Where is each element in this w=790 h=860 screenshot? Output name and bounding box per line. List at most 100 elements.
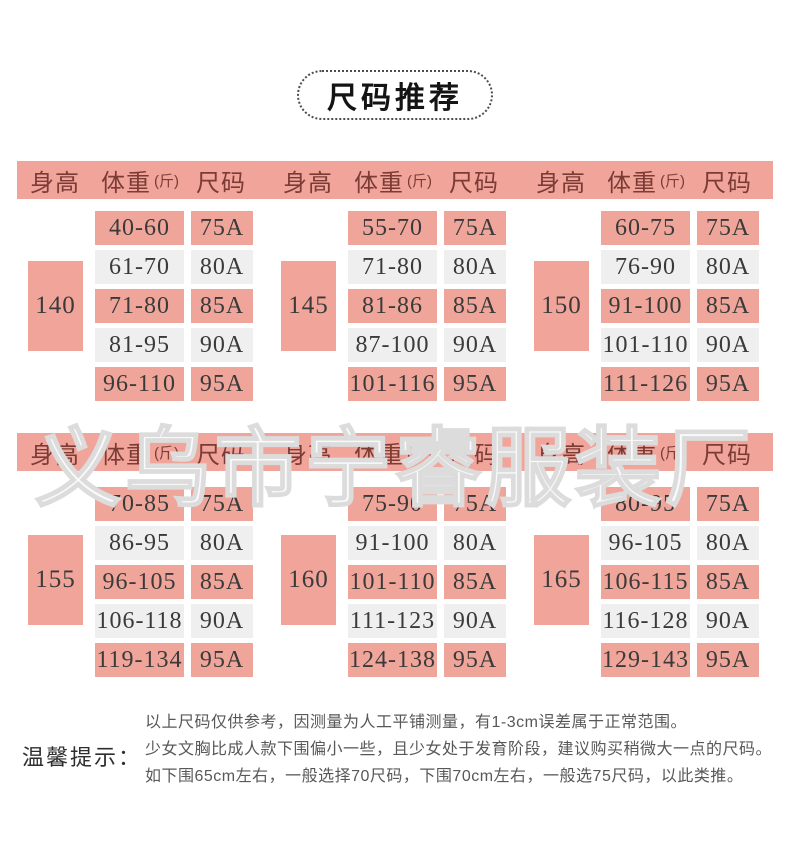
weight-range-cell: 81-95 bbox=[95, 328, 184, 362]
watermark-text: 义乌市宁睿服装厂 bbox=[34, 420, 755, 518]
weight-range-cell: 71-80 bbox=[95, 289, 184, 323]
weight-unit-label: (斤) bbox=[154, 172, 179, 190]
size-column-header: 尺码 bbox=[692, 433, 762, 471]
height-value-cell: 150 bbox=[534, 261, 589, 351]
height-column-header-label: 身高 bbox=[536, 169, 586, 197]
size-value-cell: 75A bbox=[444, 487, 506, 521]
weight-range-cell: 81-86 bbox=[348, 289, 437, 323]
weight-range-cell: 106-118 bbox=[95, 604, 184, 638]
size-column-header-label: 尺码 bbox=[196, 169, 246, 197]
size-value-cell: 95A bbox=[697, 643, 759, 677]
weight-range-cell: 111-123 bbox=[348, 604, 437, 638]
size-table-155: 身高 体重 (斤) 尺码 155 70-85 75A 86-95 80A 96-105 85A 106… bbox=[28, 433, 253, 679]
size-value-cell: 95A bbox=[697, 367, 759, 401]
height-column-header: 身高 bbox=[20, 161, 90, 199]
height-column-header-label: 身高 bbox=[536, 441, 586, 469]
weight-column-header: 体重 (斤) bbox=[88, 161, 192, 199]
weight-range-cell: 86-95 bbox=[95, 526, 184, 560]
size-value-cell: 80A bbox=[697, 250, 759, 284]
column-header-bar bbox=[17, 433, 773, 471]
tips-line-3: 如下围65cm左右，一般选择70尺码，下围70cm左右，一般选75尺码，以此类推… bbox=[145, 768, 744, 785]
weight-range-cell: 91-100 bbox=[601, 289, 690, 323]
height-column-header: 身高 bbox=[20, 433, 90, 471]
height-value-cell: 140 bbox=[28, 261, 83, 351]
height-value-cell: 160 bbox=[281, 535, 336, 625]
weight-range-cell: 119-134 bbox=[95, 643, 184, 677]
size-value-cell: 75A bbox=[444, 211, 506, 245]
weight-unit-label: (斤) bbox=[660, 444, 685, 462]
weight-unit-label: (斤) bbox=[154, 444, 179, 462]
height-column-header: 身高 bbox=[273, 161, 343, 199]
weight-range-cell: 96-105 bbox=[601, 526, 690, 560]
size-value-cell: 95A bbox=[191, 643, 253, 677]
title-pill: 尺码推荐 bbox=[297, 70, 493, 120]
size-value-cell: 85A bbox=[697, 565, 759, 599]
size-value-cell: 75A bbox=[697, 487, 759, 521]
size-value-cell: 80A bbox=[697, 526, 759, 560]
weight-range-cell: 75-90 bbox=[348, 487, 437, 521]
tips-label: 温馨提示： bbox=[22, 745, 143, 770]
weight-range-cell: 55-70 bbox=[348, 211, 437, 245]
height-column-header-label: 身高 bbox=[283, 441, 333, 469]
size-column-header: 尺码 bbox=[692, 161, 762, 199]
weight-range-cell: 101-110 bbox=[348, 565, 437, 599]
size-table-150: 身高 体重 (斤) 尺码 150 60-75 75A 76-90 80A 91-100 85A 101… bbox=[534, 161, 759, 407]
height-column-header: 身高 bbox=[526, 433, 596, 471]
height-value-cell: 165 bbox=[534, 535, 589, 625]
weight-column-header: 体重 (斤) bbox=[88, 433, 192, 471]
size-value-cell: 85A bbox=[444, 289, 506, 323]
size-column-header: 尺码 bbox=[186, 161, 256, 199]
weight-range-cell: 70-85 bbox=[95, 487, 184, 521]
weight-range-cell: 80-95 bbox=[601, 487, 690, 521]
weight-column-header-label: 体重 bbox=[607, 169, 657, 197]
size-value-cell: 85A bbox=[697, 289, 759, 323]
size-value-cell: 75A bbox=[191, 487, 253, 521]
weight-column-header: 体重 (斤) bbox=[594, 433, 698, 471]
size-value-cell: 85A bbox=[191, 289, 253, 323]
weight-range-cell: 76-90 bbox=[601, 250, 690, 284]
weight-range-cell: 91-100 bbox=[348, 526, 437, 560]
weight-unit-label: (斤) bbox=[660, 172, 685, 190]
weight-column-header: 体重 (斤) bbox=[594, 161, 698, 199]
size-column-header: 尺码 bbox=[186, 433, 256, 471]
weight-range-cell: 101-110 bbox=[601, 328, 690, 362]
size-column-header-label: 尺码 bbox=[449, 169, 499, 197]
weight-range-cell: 71-80 bbox=[348, 250, 437, 284]
weight-range-cell: 96-105 bbox=[95, 565, 184, 599]
size-column-header: 尺码 bbox=[439, 161, 509, 199]
weight-range-cell: 116-128 bbox=[601, 604, 690, 638]
size-column-header-label: 尺码 bbox=[449, 441, 499, 469]
weight-column-header-label: 体重 bbox=[354, 169, 404, 197]
weight-range-cell: 96-110 bbox=[95, 367, 184, 401]
weight-range-cell: 106-115 bbox=[601, 565, 690, 599]
size-value-cell: 95A bbox=[444, 643, 506, 677]
weight-column-header-label: 体重 bbox=[607, 441, 657, 469]
column-header-bar bbox=[17, 161, 773, 199]
size-column-header-label: 尺码 bbox=[702, 441, 752, 469]
height-column-header-label: 身高 bbox=[30, 441, 80, 469]
size-value-cell: 90A bbox=[444, 604, 506, 638]
size-column-header-label: 尺码 bbox=[196, 441, 246, 469]
size-value-cell: 80A bbox=[191, 250, 253, 284]
weight-column-header-label: 体重 bbox=[354, 441, 404, 469]
size-table-145: 身高 体重 (斤) 尺码 145 55-70 75A 71-80 80A 81-86 85A 87-1… bbox=[281, 161, 506, 407]
tips-line-1: 以上尺码仅供参考，因测量为人工平铺测量，有1-3cm误差属于正常范围。 bbox=[145, 714, 687, 731]
size-column-header-label: 尺码 bbox=[702, 169, 752, 197]
size-value-cell: 85A bbox=[191, 565, 253, 599]
height-value-cell: 155 bbox=[28, 535, 83, 625]
size-value-cell: 90A bbox=[697, 328, 759, 362]
weight-unit-label: (斤) bbox=[407, 444, 432, 462]
weight-range-cell: 129-143 bbox=[601, 643, 690, 677]
size-value-cell: 90A bbox=[697, 604, 759, 638]
size-table-160: 身高 体重 (斤) 尺码 160 75-90 75A 91-100 80A 101-110 85A 1… bbox=[281, 433, 506, 679]
weight-range-cell: 87-100 bbox=[348, 328, 437, 362]
weight-range-cell: 61-70 bbox=[95, 250, 184, 284]
weight-range-cell: 60-75 bbox=[601, 211, 690, 245]
height-column-header-label: 身高 bbox=[30, 169, 80, 197]
height-column-header: 身高 bbox=[273, 433, 343, 471]
weight-range-cell: 40-60 bbox=[95, 211, 184, 245]
height-value-cell: 145 bbox=[281, 261, 336, 351]
size-value-cell: 80A bbox=[191, 526, 253, 560]
size-value-cell: 75A bbox=[191, 211, 253, 245]
size-value-cell: 80A bbox=[444, 250, 506, 284]
